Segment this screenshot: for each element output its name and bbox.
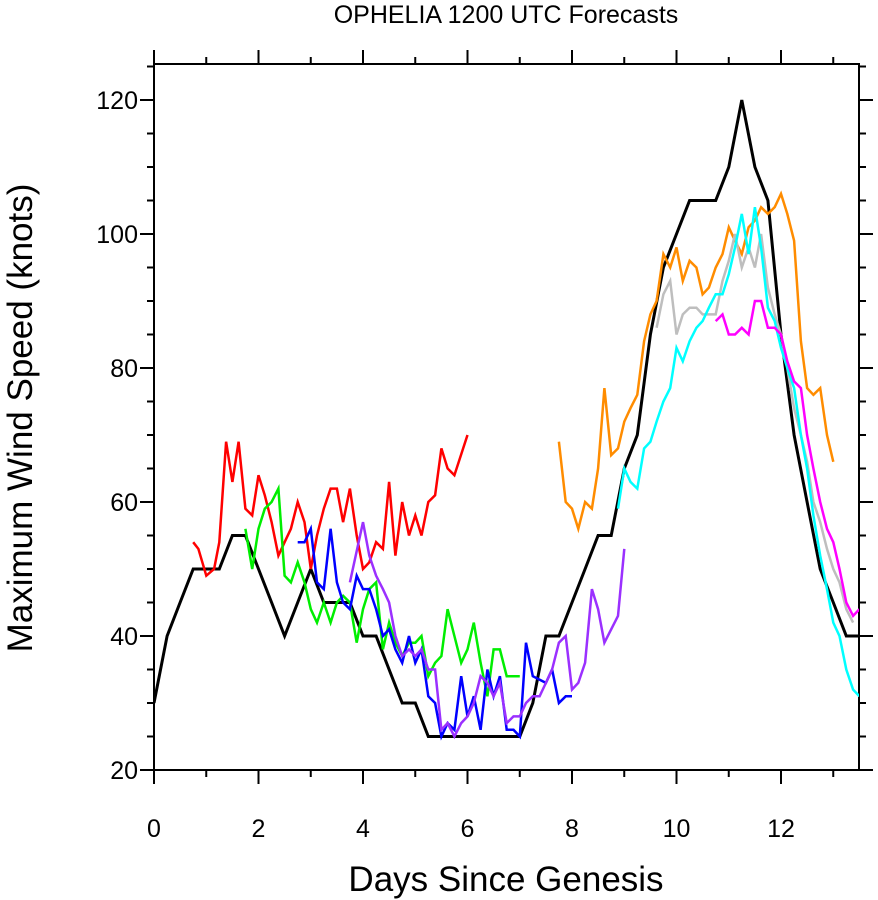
x-axis-label: Days Since Genesis	[348, 860, 663, 899]
series-line-3	[297, 524, 572, 741]
x-tick-labels: 0 2 4 6 8 10 12	[147, 815, 795, 843]
y-tick-labels: 20 40 60 80 100 120	[96, 87, 138, 785]
series-line-6	[655, 233, 855, 624]
y-tick-label: 60	[110, 489, 138, 517]
x-tick-label: 8	[565, 815, 579, 843]
x-tick-label: 2	[252, 815, 266, 843]
x-tick-label: 0	[147, 815, 161, 843]
series-line-0	[154, 99, 859, 738]
x-tick-label: 4	[356, 815, 370, 843]
y-tick-label: 20	[110, 757, 138, 785]
y-axis-label: Maximum Wind Speed (knots)	[1, 184, 40, 653]
series-line-1	[192, 434, 469, 578]
x-tick-label: 12	[767, 815, 795, 843]
axis-ticks	[140, 50, 873, 784]
plot-frame	[153, 63, 860, 771]
chart-title: OPHELIA 1200 UTC Forecasts	[334, 1, 679, 29]
series-line-4	[348, 521, 626, 740]
y-tick-label: 40	[110, 623, 138, 651]
series-group	[154, 99, 859, 741]
x-tick-label: 6	[461, 815, 475, 843]
y-tick-label: 100	[96, 221, 138, 249]
series-line-5	[557, 190, 835, 534]
x-tick-label: 10	[663, 815, 691, 843]
y-tick-label: 120	[96, 87, 138, 115]
series-line-8	[714, 299, 859, 619]
y-tick-label: 80	[110, 355, 138, 383]
series-line-7	[616, 207, 859, 698]
series-line-2	[244, 484, 520, 697]
